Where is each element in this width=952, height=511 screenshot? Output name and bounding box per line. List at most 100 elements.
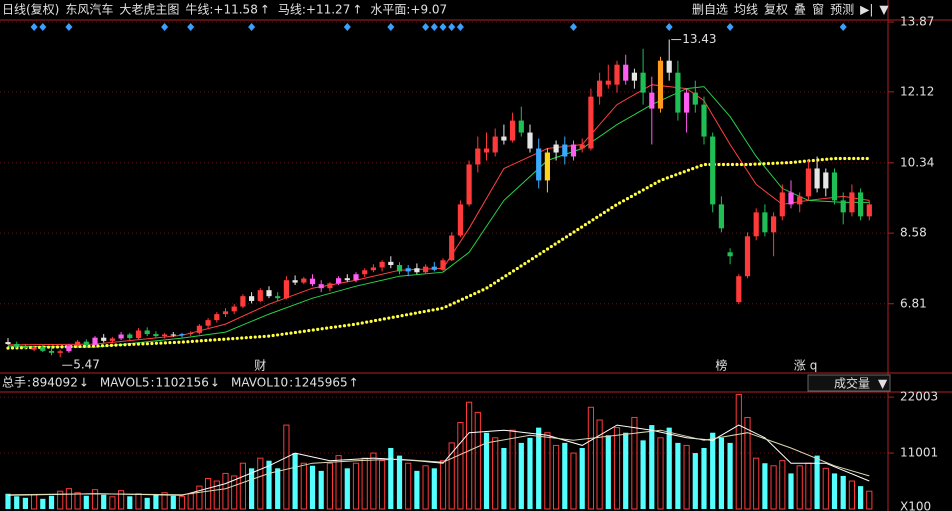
volume-bar [135,493,142,510]
event-diamond [387,23,395,31]
stat-colon: : [27,376,31,390]
event-diamond [570,23,577,31]
toolbar-button[interactable]: 复权 [764,3,788,17]
candle-body [5,342,11,345]
candle-body [31,347,37,350]
volume-bar [170,495,176,509]
volume-bar [335,455,342,510]
volume-bar [858,486,864,509]
event-diamond [439,23,447,31]
toolbar-button[interactable]: ▼ [879,3,889,17]
volume-bar [657,437,664,510]
volume-bar [309,465,316,509]
annotation-label: 5.47 [73,358,100,372]
candle-body [309,278,316,285]
volume-bar [431,468,437,509]
candle-body [75,341,81,346]
event-label: q [810,359,818,373]
candle-body [675,72,681,113]
candle-body [666,60,672,73]
event-diamond [248,23,256,31]
toolbar-button[interactable]: 预测 [830,3,854,17]
toolbar-button[interactable]: 删自选 [692,3,728,17]
toolbar-button[interactable]: 窗 [812,3,824,17]
annotation-label: 13.43 [682,32,716,46]
legend-colon: : [406,3,410,17]
volume-bar [701,447,707,509]
volume-bar [65,488,73,510]
candle-body [327,283,333,289]
y-tick-label: 13.87 [900,14,934,28]
volume-bar [596,419,603,510]
candle-body [362,270,368,275]
volume-bar [405,462,412,510]
volume-bar [57,490,64,510]
candle-body [710,136,716,205]
volume-bar [257,457,264,510]
candle-body [66,345,72,352]
legend-colon: : [209,3,213,17]
candle-body [222,311,229,315]
stock-name: 东风汽车 [65,2,113,17]
volume-title[interactable]: 成交量 [834,376,870,391]
event-diamond [30,23,38,31]
toolbar-button[interactable]: ▶| [860,3,873,17]
toolbar-button[interactable]: 叠 [794,3,806,17]
volume-bar [266,460,272,509]
legend-name: 牛线 [185,2,209,17]
candle-body [501,136,507,141]
candle-body [92,337,98,345]
volume-bar [718,437,724,509]
volume-ma-line [7,424,870,496]
volume-bar [710,432,716,509]
period: 日线(复权) [2,3,59,17]
candle-body [597,80,603,97]
stat-name: MAVOL10 [231,376,288,390]
y-tick-label: 6.81 [900,296,927,310]
candle-body [849,192,855,213]
volume-bar [292,453,298,509]
volume-bar [762,463,768,509]
volume-bar [666,427,672,509]
volume-bar [544,432,551,510]
candle-body [753,212,759,237]
volume-bar [161,492,168,510]
volume-bar [518,442,524,509]
volume-bar [318,470,324,509]
candle-body [118,334,124,339]
y-tick-label: 12.12 [900,84,934,98]
volume-selector[interactable] [807,374,891,392]
candle-body [579,144,585,149]
volume-bar [153,494,159,509]
candle-body [301,278,307,283]
stat-value: 894092 [32,376,78,390]
volume-ma-line [7,429,870,496]
candle-body [336,278,342,284]
volume-bar [474,411,481,510]
candle-body [188,332,194,335]
candle-body [144,330,150,335]
volume-bar [562,442,568,509]
candle-body [536,148,542,181]
event-diamond [665,23,673,31]
candle-body [614,64,620,85]
volume-bar [144,497,150,509]
event-label: 榜 [715,358,727,373]
candle-body [492,136,498,153]
candle-body [205,320,211,326]
candle-body [570,144,577,157]
legend-value: +11.58 [213,3,257,17]
stat-value: 1245965 [294,376,347,390]
candle-body [718,204,724,229]
candle-body [109,338,115,341]
volume-bar [127,496,133,509]
candle-body [518,120,524,133]
toolbar-button[interactable]: 均线 [734,3,758,17]
candle-body [257,290,263,301]
candle-body [475,148,481,165]
volume-bar [553,444,560,510]
candle-body [135,330,142,339]
candle-body [344,278,350,281]
candle-body [170,334,176,336]
